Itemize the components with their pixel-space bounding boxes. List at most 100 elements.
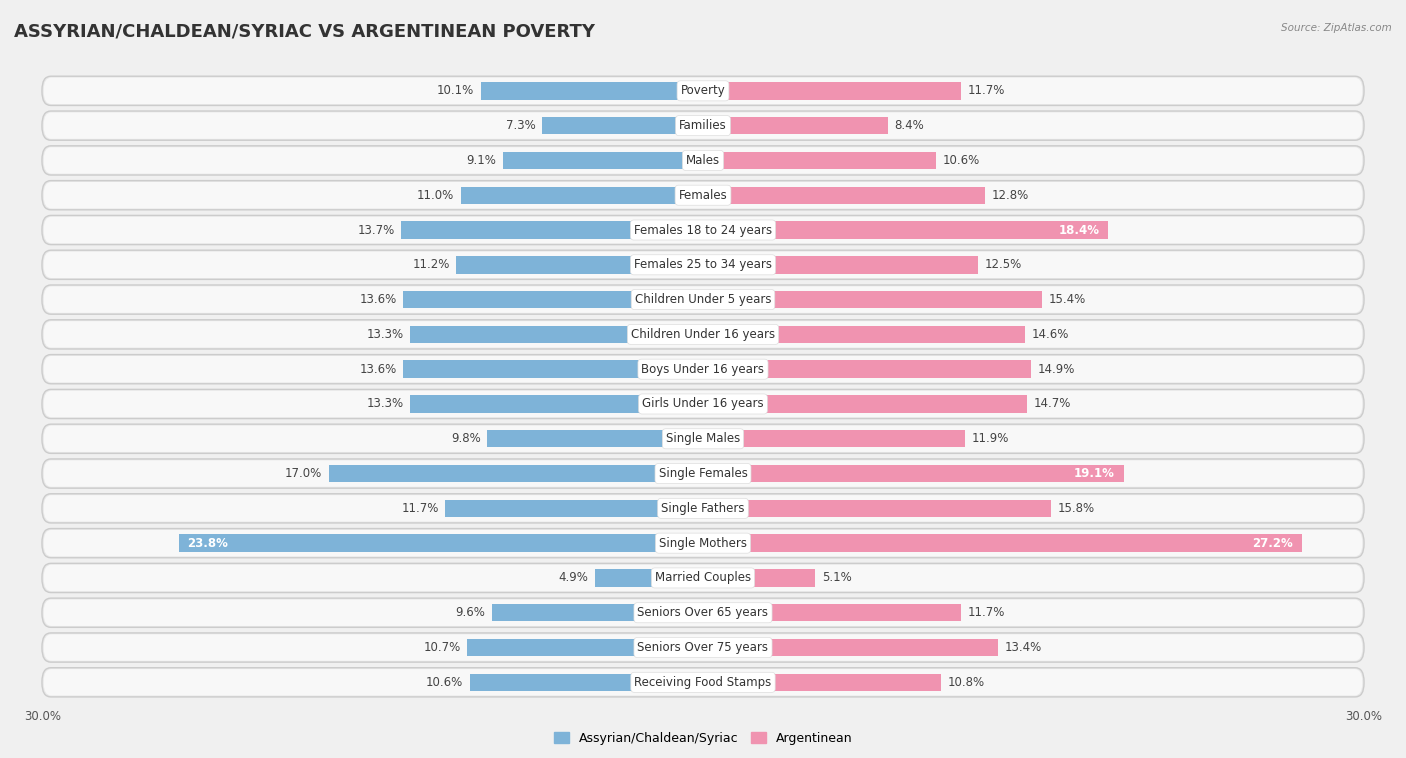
Text: 12.8%: 12.8%: [991, 189, 1029, 202]
Text: 11.7%: 11.7%: [967, 84, 1005, 97]
Text: 15.8%: 15.8%: [1057, 502, 1095, 515]
Text: 13.3%: 13.3%: [367, 328, 404, 341]
FancyBboxPatch shape: [42, 528, 1364, 558]
Text: 11.7%: 11.7%: [401, 502, 439, 515]
Legend: Assyrian/Chaldean/Syriac, Argentinean: Assyrian/Chaldean/Syriac, Argentinean: [548, 727, 858, 750]
FancyBboxPatch shape: [44, 460, 1362, 487]
Text: 10.8%: 10.8%: [948, 676, 984, 689]
FancyBboxPatch shape: [44, 600, 1362, 626]
Text: Families: Families: [679, 119, 727, 132]
Bar: [703, 465, 1123, 482]
Bar: [703, 569, 815, 587]
Text: 27.2%: 27.2%: [1253, 537, 1294, 550]
Text: Females: Females: [679, 189, 727, 202]
FancyBboxPatch shape: [42, 633, 1364, 662]
FancyBboxPatch shape: [44, 217, 1362, 243]
Text: Children Under 5 years: Children Under 5 years: [634, 293, 772, 306]
Text: Single Fathers: Single Fathers: [661, 502, 745, 515]
Bar: [703, 534, 1302, 552]
FancyBboxPatch shape: [44, 321, 1362, 348]
Text: 11.2%: 11.2%: [412, 258, 450, 271]
FancyBboxPatch shape: [42, 180, 1364, 210]
FancyBboxPatch shape: [42, 111, 1364, 140]
Text: 13.7%: 13.7%: [357, 224, 395, 236]
Bar: [703, 152, 936, 169]
FancyBboxPatch shape: [44, 634, 1362, 661]
Bar: [457, 256, 703, 274]
Text: 13.6%: 13.6%: [360, 362, 396, 376]
Bar: [703, 221, 1108, 239]
FancyBboxPatch shape: [44, 425, 1362, 452]
FancyBboxPatch shape: [42, 320, 1364, 349]
Text: 11.0%: 11.0%: [416, 189, 454, 202]
FancyBboxPatch shape: [42, 493, 1364, 523]
Bar: [502, 152, 703, 169]
Bar: [467, 639, 703, 656]
FancyBboxPatch shape: [44, 669, 1362, 696]
Text: Single Mothers: Single Mothers: [659, 537, 747, 550]
Bar: [411, 395, 703, 412]
FancyBboxPatch shape: [42, 424, 1364, 453]
FancyBboxPatch shape: [42, 215, 1364, 245]
Bar: [481, 82, 703, 99]
Text: Married Couples: Married Couples: [655, 572, 751, 584]
FancyBboxPatch shape: [42, 250, 1364, 280]
Bar: [470, 674, 703, 691]
Text: 15.4%: 15.4%: [1049, 293, 1085, 306]
Text: 13.6%: 13.6%: [360, 293, 396, 306]
FancyBboxPatch shape: [42, 355, 1364, 384]
Text: Source: ZipAtlas.com: Source: ZipAtlas.com: [1281, 23, 1392, 33]
Text: 14.6%: 14.6%: [1031, 328, 1069, 341]
Text: 9.8%: 9.8%: [451, 432, 481, 445]
Text: ASSYRIAN/CHALDEAN/SYRIAC VS ARGENTINEAN POVERTY: ASSYRIAN/CHALDEAN/SYRIAC VS ARGENTINEAN …: [14, 23, 595, 41]
Text: 14.7%: 14.7%: [1033, 397, 1071, 411]
FancyBboxPatch shape: [44, 530, 1362, 556]
Text: 18.4%: 18.4%: [1059, 224, 1099, 236]
Text: 23.8%: 23.8%: [187, 537, 228, 550]
Bar: [703, 326, 1025, 343]
Text: 5.1%: 5.1%: [823, 572, 852, 584]
Text: Girls Under 16 years: Girls Under 16 years: [643, 397, 763, 411]
FancyBboxPatch shape: [42, 563, 1364, 593]
Text: Children Under 16 years: Children Under 16 years: [631, 328, 775, 341]
Text: Single Males: Single Males: [666, 432, 740, 445]
FancyBboxPatch shape: [44, 147, 1362, 174]
Text: 14.9%: 14.9%: [1038, 362, 1076, 376]
Bar: [703, 639, 998, 656]
Bar: [404, 291, 703, 309]
FancyBboxPatch shape: [44, 252, 1362, 278]
Text: 13.3%: 13.3%: [367, 397, 404, 411]
Bar: [404, 361, 703, 378]
Bar: [703, 117, 889, 134]
FancyBboxPatch shape: [42, 390, 1364, 418]
Text: 19.1%: 19.1%: [1074, 467, 1115, 480]
Text: 4.9%: 4.9%: [558, 572, 589, 584]
FancyBboxPatch shape: [44, 565, 1362, 591]
Text: 10.1%: 10.1%: [437, 84, 474, 97]
Text: 13.4%: 13.4%: [1005, 641, 1042, 654]
FancyBboxPatch shape: [44, 112, 1362, 139]
Text: Receiving Food Stamps: Receiving Food Stamps: [634, 676, 772, 689]
Bar: [461, 186, 703, 204]
Bar: [703, 674, 941, 691]
Bar: [703, 361, 1031, 378]
Bar: [486, 430, 703, 447]
Bar: [329, 465, 703, 482]
Text: Poverty: Poverty: [681, 84, 725, 97]
FancyBboxPatch shape: [44, 182, 1362, 208]
Bar: [703, 256, 979, 274]
Bar: [703, 186, 986, 204]
Text: Females 25 to 34 years: Females 25 to 34 years: [634, 258, 772, 271]
Bar: [401, 221, 703, 239]
Text: Seniors Over 65 years: Seniors Over 65 years: [637, 606, 769, 619]
Text: 17.0%: 17.0%: [284, 467, 322, 480]
Bar: [446, 500, 703, 517]
FancyBboxPatch shape: [44, 287, 1362, 313]
Text: 10.7%: 10.7%: [423, 641, 461, 654]
Text: 7.3%: 7.3%: [506, 119, 536, 132]
Text: 11.9%: 11.9%: [972, 432, 1010, 445]
Text: 10.6%: 10.6%: [426, 676, 463, 689]
FancyBboxPatch shape: [42, 459, 1364, 488]
FancyBboxPatch shape: [42, 285, 1364, 315]
Text: Seniors Over 75 years: Seniors Over 75 years: [637, 641, 769, 654]
